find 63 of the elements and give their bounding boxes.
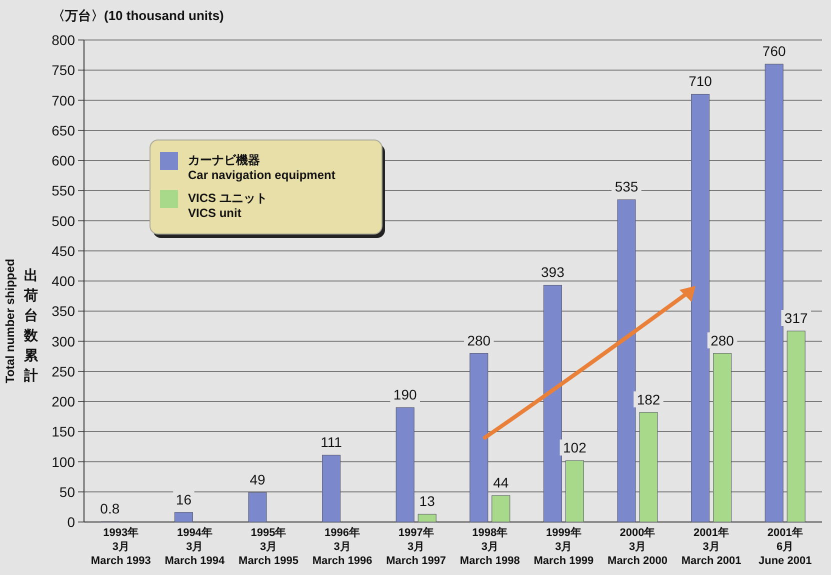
data-label: 317	[784, 310, 808, 326]
data-label: 393	[541, 264, 565, 280]
data-label: 13	[419, 493, 436, 510]
x-tick-label: 1999年 3月 March 1999	[534, 526, 594, 567]
x-tick-label: 1996年 3月 March 1996	[312, 526, 372, 567]
data-label: 49	[250, 471, 266, 488]
y-axis-title: Total number shipped	[3, 258, 17, 384]
legend-label: カーナビ機器 Car navigation equipment	[188, 153, 336, 182]
x-tick-label: 1998年 3月 March 1998	[460, 526, 520, 567]
y-tick-label: 350	[52, 303, 76, 320]
bar	[713, 353, 732, 522]
bar	[565, 460, 584, 522]
bar	[174, 512, 193, 522]
bar	[492, 495, 510, 522]
y-tick-label: 250	[52, 363, 76, 380]
y-tick-label: 100	[52, 454, 76, 470]
x-tick-label: 1993年 3月 March 1993	[90, 526, 151, 567]
y-tick-label: 450	[52, 242, 76, 259]
y-tick-label: 750	[52, 62, 76, 78]
bar	[543, 284, 562, 522]
y-tick-label: 200	[52, 394, 76, 410]
bar	[617, 199, 636, 522]
bar	[691, 94, 710, 522]
y-tick-label: 700	[52, 92, 76, 108]
data-label: 280	[467, 332, 491, 348]
data-label: 710	[688, 73, 712, 90]
data-label: 182	[636, 391, 660, 408]
y-tick-label: 150	[52, 424, 76, 440]
bar	[639, 412, 658, 522]
y-tick-label: 0	[67, 514, 76, 530]
data-label: 535	[614, 178, 638, 195]
bar	[470, 353, 488, 522]
data-label: 16	[176, 491, 192, 508]
y-tick-label: 400	[52, 273, 76, 289]
y-tick-label: 500	[52, 212, 76, 229]
text: 出荷台数累計	[23, 267, 39, 383]
data-label: 111	[320, 434, 342, 450]
x-tick-label: 1994年 3月 March 1994	[164, 526, 226, 567]
bar	[322, 454, 341, 522]
y-tick-label: 550	[52, 182, 76, 199]
data-label: 0.8	[100, 500, 120, 517]
x-tick-label: 2001年 6月 June 2001	[758, 526, 812, 567]
x-tick-label: 1995年 3月 March 1995	[238, 526, 298, 567]
bar	[418, 514, 436, 522]
legend-label: VICS ユニット VICS unit	[188, 191, 268, 220]
y-tick-label: 600	[52, 152, 76, 168]
data-label: 190	[393, 386, 417, 403]
bar	[786, 330, 806, 522]
y-tick-label: 650	[52, 122, 76, 138]
x-tick-label: 2001年 3月 March 2001	[681, 526, 742, 567]
text: 〈万台〉(10 thousand units)	[52, 8, 224, 23]
data-label: 280	[710, 332, 734, 348]
data-label: 44	[493, 474, 509, 490]
data-label: 760	[762, 43, 786, 60]
y-tick-label: 300	[52, 333, 76, 350]
bar	[248, 492, 267, 522]
bar	[764, 64, 784, 522]
x-tick-label: 1997年 3月 March 1997	[386, 526, 446, 567]
bar	[396, 407, 414, 522]
x-tick-label: 2000年 3月 March 2000	[608, 526, 668, 567]
data-label: 102	[563, 440, 587, 456]
y-tick-label: 50	[59, 484, 76, 500]
y-tick-label: 800	[52, 32, 76, 48]
